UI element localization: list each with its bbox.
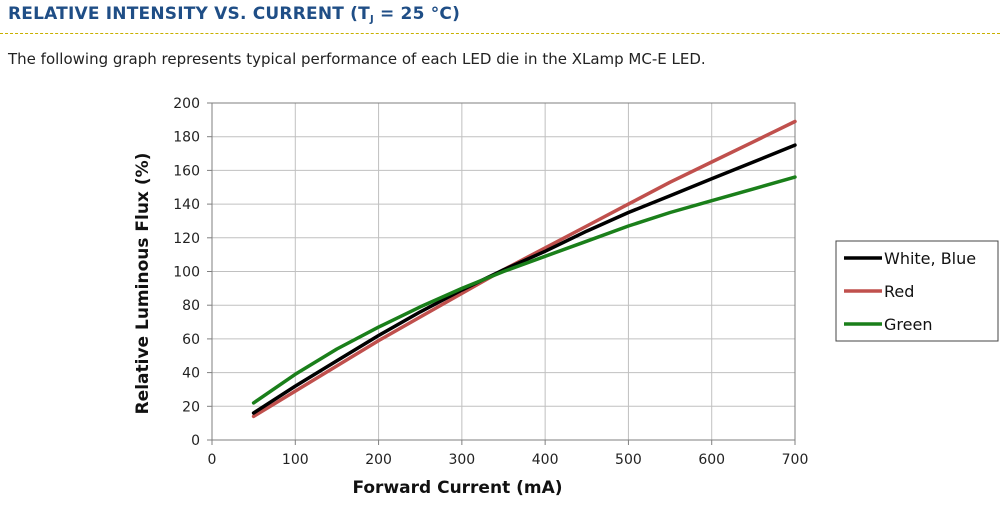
y-tick-label: 60: [182, 332, 200, 348]
legend-label: White, Blue: [884, 249, 976, 268]
y-tick-label: 40: [182, 366, 200, 382]
heading-prefix: RELATIVE INTENSITY VS. CURRENT (T: [8, 4, 370, 24]
legend-label: Green: [884, 315, 932, 334]
heading-subscript: J: [369, 14, 374, 25]
y-tick-label: 140: [173, 197, 200, 213]
x-tick-label: 200: [365, 452, 392, 468]
series-line-white-blue: [251, 143, 797, 415]
page-heading: RELATIVE INTENSITY VS. CURRENT (TJ = 25 …: [8, 4, 460, 25]
legend-label: Red: [884, 282, 914, 301]
y-tick-label: 0: [191, 433, 200, 449]
y-tick-label: 200: [173, 96, 200, 112]
x-tick-label: 500: [615, 452, 642, 468]
heading-suffix: = 25 °C): [373, 4, 461, 24]
y-tick-label: 160: [173, 163, 200, 179]
x-axis-title: Forward Current (mA): [352, 478, 562, 498]
x-tick-label: 400: [532, 452, 559, 468]
y-tick-label: 20: [182, 399, 200, 415]
y-axis-title: Relative Luminous Flux (%): [133, 153, 153, 415]
series-line-green: [251, 175, 797, 405]
y-tick-label: 120: [173, 231, 200, 247]
y-tick-label: 180: [173, 130, 200, 146]
description-text: The following graph represents typical p…: [8, 50, 706, 68]
x-tick-label: 300: [448, 452, 475, 468]
y-tick-label: 80: [182, 298, 200, 314]
heading-divider: [0, 33, 1000, 34]
y-tick-label: 100: [173, 265, 200, 281]
x-tick-label: 600: [698, 452, 725, 468]
x-tick-label: 0: [208, 452, 217, 468]
x-tick-label: 700: [782, 452, 809, 468]
x-tick-label: 100: [282, 452, 309, 468]
